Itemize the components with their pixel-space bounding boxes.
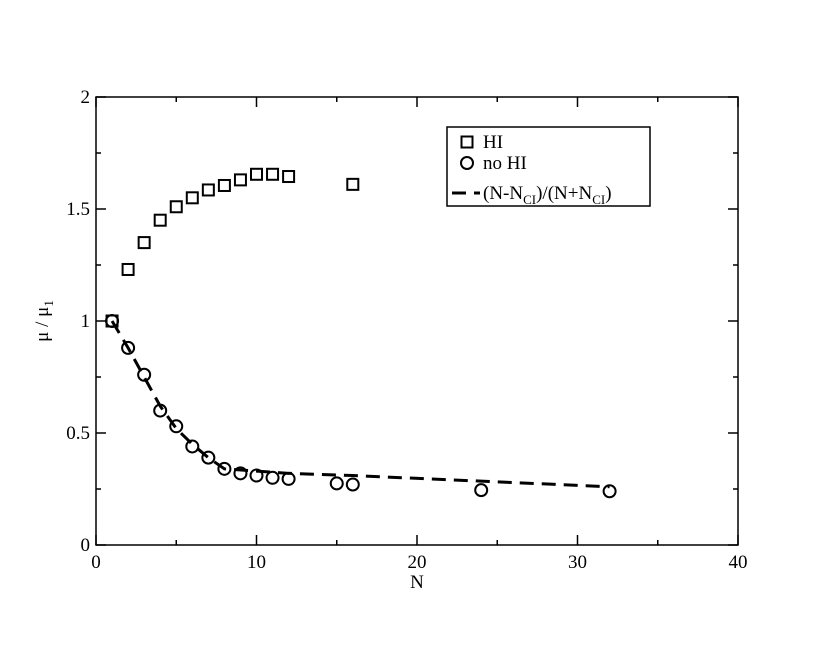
circle-marker bbox=[169, 419, 184, 434]
legend-marker bbox=[460, 135, 474, 149]
circle-marker bbox=[233, 466, 248, 481]
x-tick-label: 0 bbox=[91, 552, 101, 573]
circle-marker bbox=[249, 468, 264, 483]
legend-label-part: no HI bbox=[483, 153, 527, 174]
x-tick-label: 20 bbox=[408, 552, 427, 573]
circle-marker bbox=[345, 477, 360, 492]
legend-label-part: ) bbox=[605, 183, 611, 204]
circle-marker bbox=[217, 461, 232, 476]
y-tick-label: 0 bbox=[81, 535, 91, 556]
y-tick-label: 2 bbox=[81, 87, 91, 108]
square-marker bbox=[266, 167, 280, 181]
legend-label: (N-NCI)/(N+NCI) bbox=[483, 183, 612, 207]
y-tick-label: 0.5 bbox=[66, 423, 90, 444]
legend-box bbox=[446, 126, 651, 207]
x-axis-label: N bbox=[410, 572, 424, 593]
circle-marker bbox=[121, 340, 136, 355]
square-marker bbox=[217, 178, 231, 192]
circle-marker bbox=[185, 439, 200, 454]
square-marker bbox=[153, 213, 167, 227]
x-tick-label: 40 bbox=[729, 552, 748, 573]
square-marker bbox=[201, 183, 215, 197]
square-marker bbox=[233, 173, 247, 187]
square-marker bbox=[137, 236, 151, 250]
legend-label-part: )/(N+N bbox=[536, 183, 592, 204]
circle-marker bbox=[602, 484, 617, 499]
legend-label-part: (N-N bbox=[483, 183, 523, 204]
circle-marker bbox=[201, 450, 216, 465]
circle-marker bbox=[474, 483, 489, 498]
square-marker bbox=[346, 177, 360, 191]
x-tick-label: 30 bbox=[568, 552, 587, 573]
circle-marker bbox=[265, 470, 280, 485]
y-axis-label: μ / μ1 bbox=[32, 300, 56, 342]
legend-label-part: CI bbox=[523, 192, 536, 207]
circle-marker bbox=[137, 367, 152, 382]
legend-label-part: CI bbox=[592, 192, 605, 207]
y-tick-label: 1.5 bbox=[66, 199, 90, 220]
x-tick-label: 10 bbox=[247, 552, 266, 573]
square-marker bbox=[121, 262, 135, 276]
dashed-line bbox=[110, 320, 610, 489]
y-tick-label: 1 bbox=[81, 311, 91, 332]
legend-label: no HI bbox=[483, 153, 527, 174]
square-marker bbox=[282, 170, 296, 184]
square-marker bbox=[185, 191, 199, 205]
square-marker bbox=[250, 167, 263, 181]
legend-label: HI bbox=[483, 132, 503, 153]
legend-marker bbox=[460, 156, 474, 170]
legend-label-part: HI bbox=[483, 132, 503, 153]
circle-marker bbox=[329, 476, 344, 491]
circle-marker bbox=[105, 314, 120, 328]
square-marker bbox=[169, 200, 183, 214]
